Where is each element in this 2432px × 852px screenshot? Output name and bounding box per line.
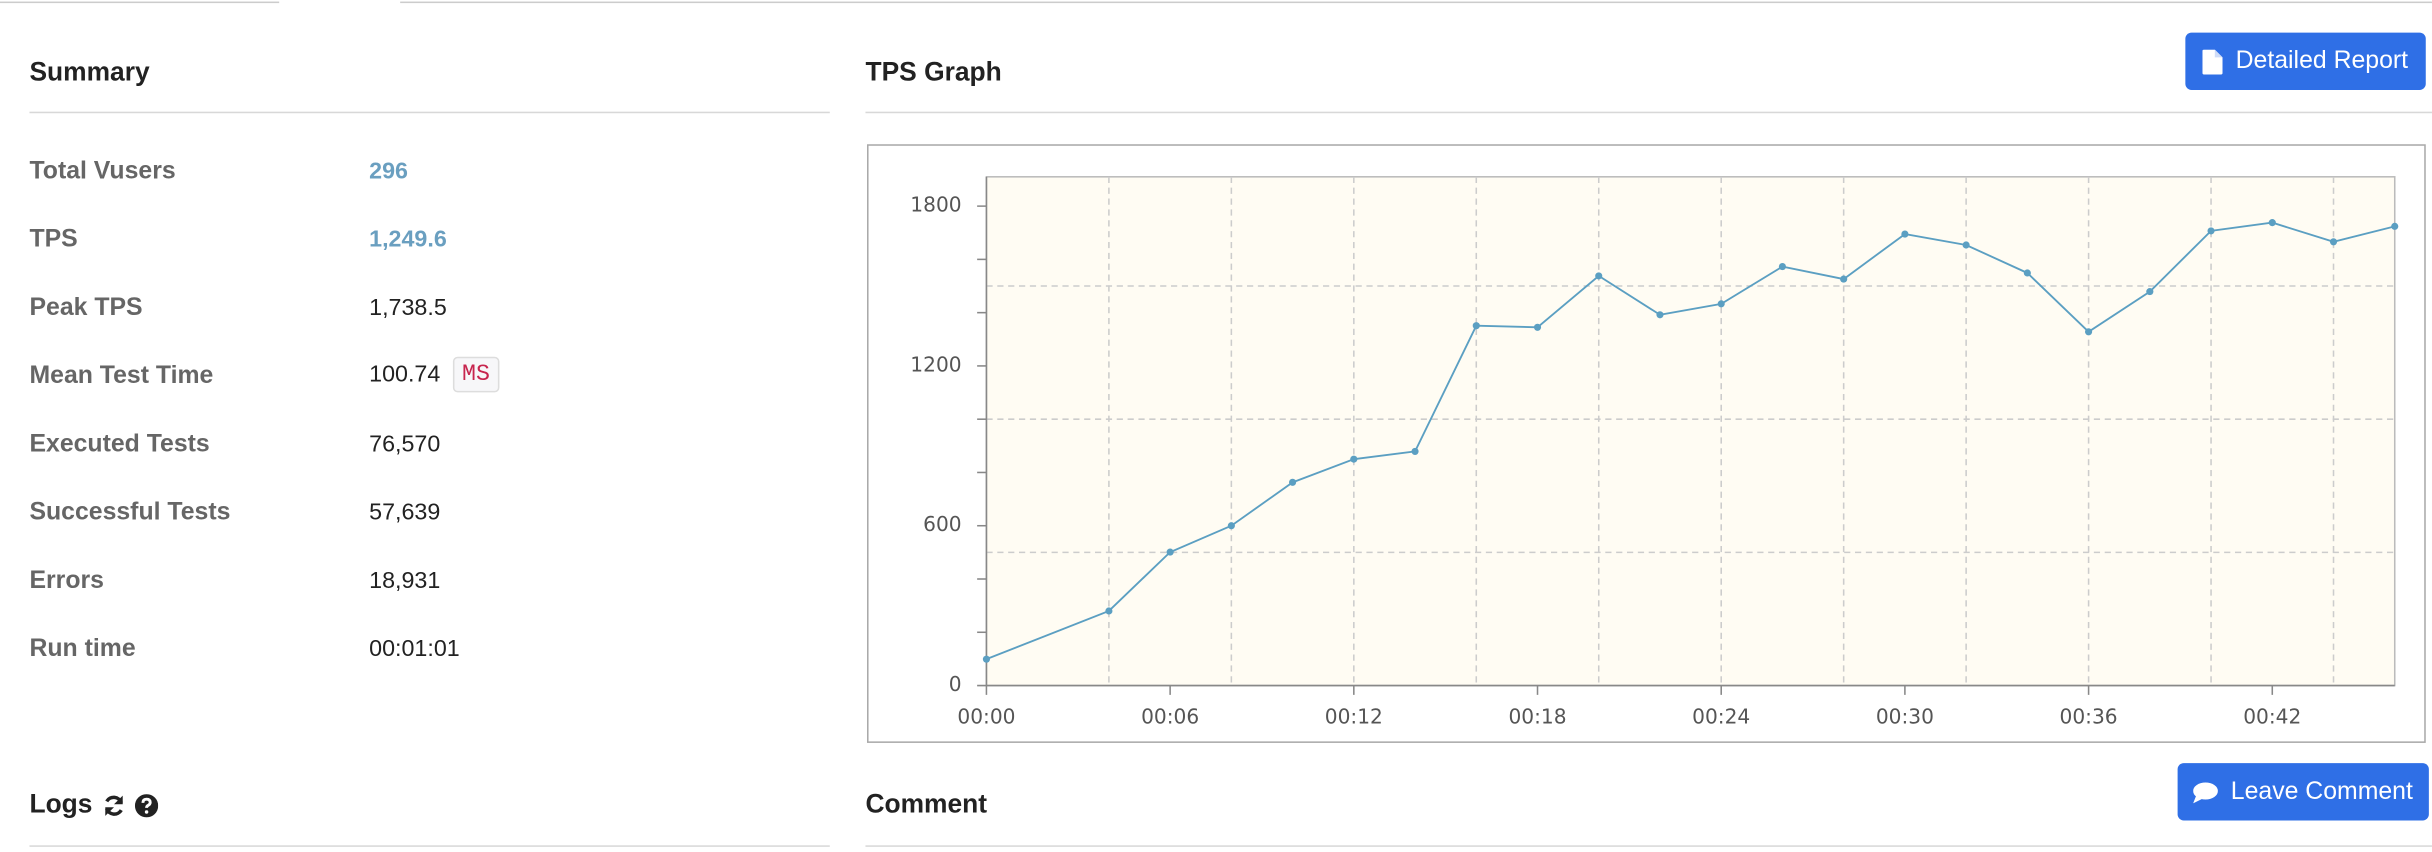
row-label: Total Vusers xyxy=(29,158,176,185)
help-icon[interactable] xyxy=(134,793,158,817)
tps-point xyxy=(1105,607,1113,615)
tps-point xyxy=(1901,230,1909,238)
comment-title: Comment xyxy=(865,789,988,819)
divider xyxy=(29,111,830,114)
file-icon xyxy=(2203,48,2224,74)
tps-point xyxy=(1656,311,1664,319)
comment-icon xyxy=(2193,781,2219,803)
row-value: 100.74 xyxy=(369,361,441,388)
row-value: 76,570 xyxy=(369,431,441,458)
row-value-cell: 100.74 MS xyxy=(369,356,500,393)
divider xyxy=(865,111,2432,114)
row-value-cell: 57,639 xyxy=(369,499,440,525)
row-label: Peak TPS xyxy=(29,294,143,322)
row-value: 1,249.6 xyxy=(369,226,447,253)
button-label: Detailed Report xyxy=(2235,47,2409,74)
row-value: 1,738.5 xyxy=(369,294,447,322)
logs-title: Logs xyxy=(29,789,93,819)
row-label: Errors xyxy=(29,567,104,595)
x-tick-label: 00:18 xyxy=(1508,705,1566,729)
x-tick-label: 00:24 xyxy=(1692,705,1750,729)
refresh-icon[interactable] xyxy=(102,793,125,816)
row-label: Executed Tests xyxy=(29,431,210,458)
tps-point xyxy=(2268,219,2276,227)
tps-point xyxy=(1962,241,1970,249)
tps-point xyxy=(1595,272,1603,280)
tps-point xyxy=(1533,323,1542,331)
tps-point xyxy=(982,655,991,663)
x-tick-label: 00:42 xyxy=(2243,705,2301,729)
tps-point xyxy=(2207,227,2215,235)
row-value-cell: 76,570 xyxy=(369,431,440,457)
y-tick-label: 1800 xyxy=(910,193,961,217)
tps-point xyxy=(2085,328,2093,336)
summary-title: Summary xyxy=(29,57,150,87)
row-value: 00:01:01 xyxy=(369,635,460,663)
row-value-cell: 1,738.5 xyxy=(369,295,447,321)
divider xyxy=(865,845,2432,847)
row-value: 18,931 xyxy=(369,567,441,595)
tab-line xyxy=(0,1,280,4)
tps-point xyxy=(1289,478,1297,486)
tps-point xyxy=(2391,222,2399,230)
row-value-cell: 296 xyxy=(369,158,408,184)
tps-point xyxy=(1227,522,1235,530)
leave-comment-button[interactable]: Leave Comment xyxy=(2177,763,2429,821)
tps-point xyxy=(1350,455,1358,463)
row-label: Mean Test Time xyxy=(29,362,214,390)
tps-point xyxy=(2023,269,2031,277)
tps-point xyxy=(1717,300,1725,308)
logs-header: Logs xyxy=(29,789,158,820)
x-tick-label: 00:36 xyxy=(2060,705,2118,729)
chart-box: 0 600 1200 1800 00:00 00:06 00:12 00:18 00:24 00:… xyxy=(867,144,2426,743)
x-tick-label: 00:12 xyxy=(1325,705,1383,729)
button-label: Leave Comment xyxy=(2230,777,2413,805)
row-value: 57,639 xyxy=(369,499,441,526)
row-label: TPS xyxy=(29,226,78,253)
y-tick-label: 600 xyxy=(923,512,961,536)
row-value-cell: 18,931 xyxy=(369,568,440,594)
unit-badge: MS xyxy=(452,356,500,393)
row-label: Run time xyxy=(29,635,136,663)
tps-point xyxy=(2329,238,2338,246)
tps-graph-title: TPS Graph xyxy=(865,57,1002,87)
tps-point xyxy=(1840,275,1848,283)
tab-line xyxy=(400,1,2432,4)
x-tick-label: 00:30 xyxy=(1876,705,1934,729)
tps-point xyxy=(1472,322,1480,330)
row-value-cell: 00:01:01 xyxy=(369,636,460,662)
tps-point xyxy=(1778,263,1787,271)
row-value-cell: 1,249.6 xyxy=(369,226,447,252)
tps-point xyxy=(2146,288,2154,296)
row-value: 296 xyxy=(369,158,408,185)
y-tick-label: 1200 xyxy=(910,352,961,376)
y-tick-label: 0 xyxy=(949,672,962,696)
plot-background xyxy=(985,176,2396,687)
chart: 0 600 1200 1800 00:00 00:06 00:12 00:18 00:24 00:… xyxy=(910,176,2399,729)
tps-point xyxy=(1411,447,1419,455)
x-tick-label: 00:06 xyxy=(1141,705,1199,729)
divider xyxy=(29,845,830,847)
row-label: Successful Tests xyxy=(29,499,231,526)
detailed-report-button[interactable]: Detailed Report xyxy=(2185,32,2426,90)
x-tick-label: 00:00 xyxy=(957,705,1015,729)
tps-point xyxy=(1166,548,1174,556)
